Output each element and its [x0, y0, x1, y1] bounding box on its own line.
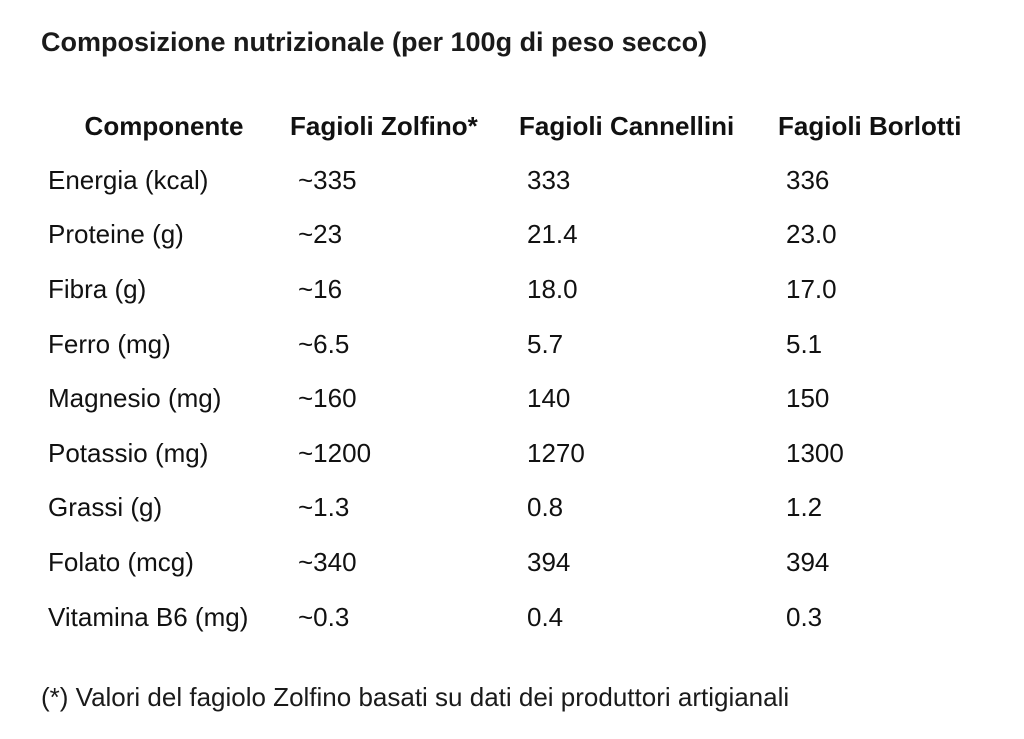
row-label: Energia (kcal) — [48, 164, 209, 195]
cell-borlotti: 1.2 — [786, 492, 823, 523]
table-row: Fibra (g) ~16 18.0 17.0 — [40, 262, 994, 317]
cell-zolfino: ~6.5 — [298, 328, 350, 359]
cell-borlotti: 5.1 — [786, 328, 823, 359]
cell-zolfino: ~1.3 — [298, 492, 350, 523]
table-row: Proteine (g) ~23 21.4 23.0 — [40, 208, 994, 263]
table-row: Ferro (mg) ~6.5 5.7 5.1 — [40, 317, 994, 372]
cell-borlotti: 336 — [786, 164, 830, 195]
table-row: Vitamina B6 (mg) ~0.3 0.4 0.3 — [40, 590, 994, 645]
table-row: Grassi (g) ~1.3 0.8 1.2 — [40, 481, 994, 536]
table-header-row: Componente Fagioli Zolfino* Fagioli Cann… — [40, 99, 994, 153]
column-header-cannellini: Fagioli Cannellini — [519, 110, 735, 141]
cell-cannellini: 0.8 — [527, 492, 564, 523]
cell-zolfino: ~335 — [298, 164, 357, 195]
cell-zolfino: ~23 — [298, 219, 343, 250]
row-label: Magnesio (mg) — [48, 383, 222, 414]
cell-cannellini: 5.7 — [527, 328, 564, 359]
page-title: Composizione nutrizionale (per 100g di p… — [41, 27, 708, 57]
column-header-borlotti: Fagioli Borlotti — [778, 110, 962, 141]
cell-cannellini: 140 — [527, 383, 571, 414]
row-label: Potassio (mg) — [48, 437, 209, 468]
footnote: (*) Valori del fagiolo Zolfino basati su… — [41, 682, 790, 712]
table-row: Potassio (mg) ~1200 1270 1300 — [40, 426, 994, 481]
cell-cannellini: 0.4 — [527, 601, 564, 632]
cell-borlotti: 17.0 — [786, 273, 837, 304]
table-row: Folato (mcg) ~340 394 394 — [40, 535, 994, 590]
cell-borlotti: 1300 — [786, 437, 844, 468]
cell-cannellini: 18.0 — [527, 273, 578, 304]
column-header-zolfino: Fagioli Zolfino* — [290, 110, 478, 141]
cell-cannellini: 1270 — [527, 437, 585, 468]
cell-cannellini: 394 — [527, 546, 571, 577]
table-row: Magnesio (mg) ~160 140 150 — [40, 371, 994, 426]
cell-zolfino: ~1200 — [298, 437, 372, 468]
nutrition-table: Componente Fagioli Zolfino* Fagioli Cann… — [40, 99, 994, 644]
row-label: Folato (mcg) — [48, 546, 194, 577]
cell-borlotti: 0.3 — [786, 601, 823, 632]
row-label: Vitamina B6 (mg) — [48, 601, 249, 632]
cell-zolfino: ~340 — [298, 546, 357, 577]
cell-borlotti: 150 — [786, 383, 830, 414]
table-row: Energia (kcal) ~335 333 336 — [40, 153, 994, 208]
row-label: Ferro (mg) — [48, 328, 171, 359]
cell-borlotti: 23.0 — [786, 219, 837, 250]
cell-borlotti: 394 — [786, 546, 830, 577]
row-label: Fibra (g) — [48, 273, 147, 304]
cell-zolfino: ~16 — [298, 273, 343, 304]
cell-cannellini: 333 — [527, 164, 571, 195]
row-label: Proteine (g) — [48, 219, 184, 250]
cell-cannellini: 21.4 — [527, 219, 578, 250]
cell-zolfino: ~160 — [298, 383, 357, 414]
cell-zolfino: ~0.3 — [298, 601, 350, 632]
column-header-componente: Componente — [84, 110, 244, 141]
row-label: Grassi (g) — [48, 492, 163, 523]
